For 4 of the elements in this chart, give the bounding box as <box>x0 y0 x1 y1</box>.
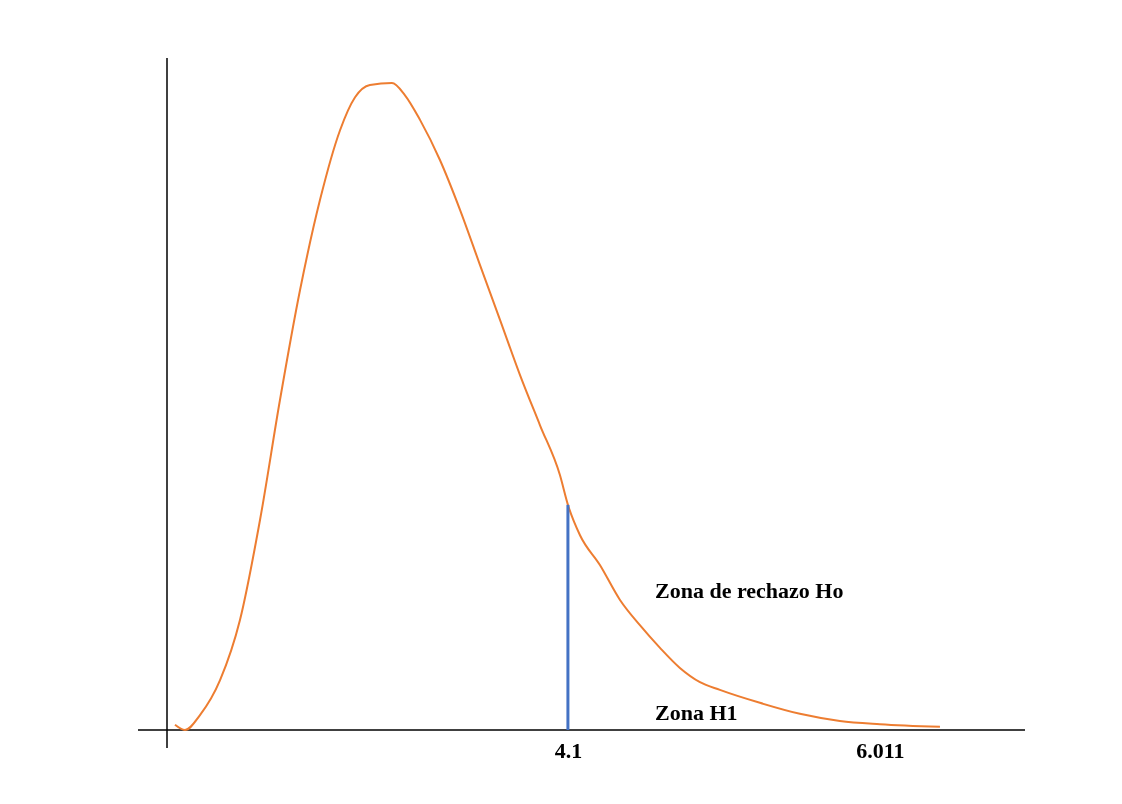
annotation: Zona H1 <box>655 700 738 726</box>
x-tick-label: 4.1 <box>554 737 583 763</box>
annotation: Zona de rechazo Ho <box>655 578 844 604</box>
x-tick-label: 6.011 <box>856 737 905 763</box>
